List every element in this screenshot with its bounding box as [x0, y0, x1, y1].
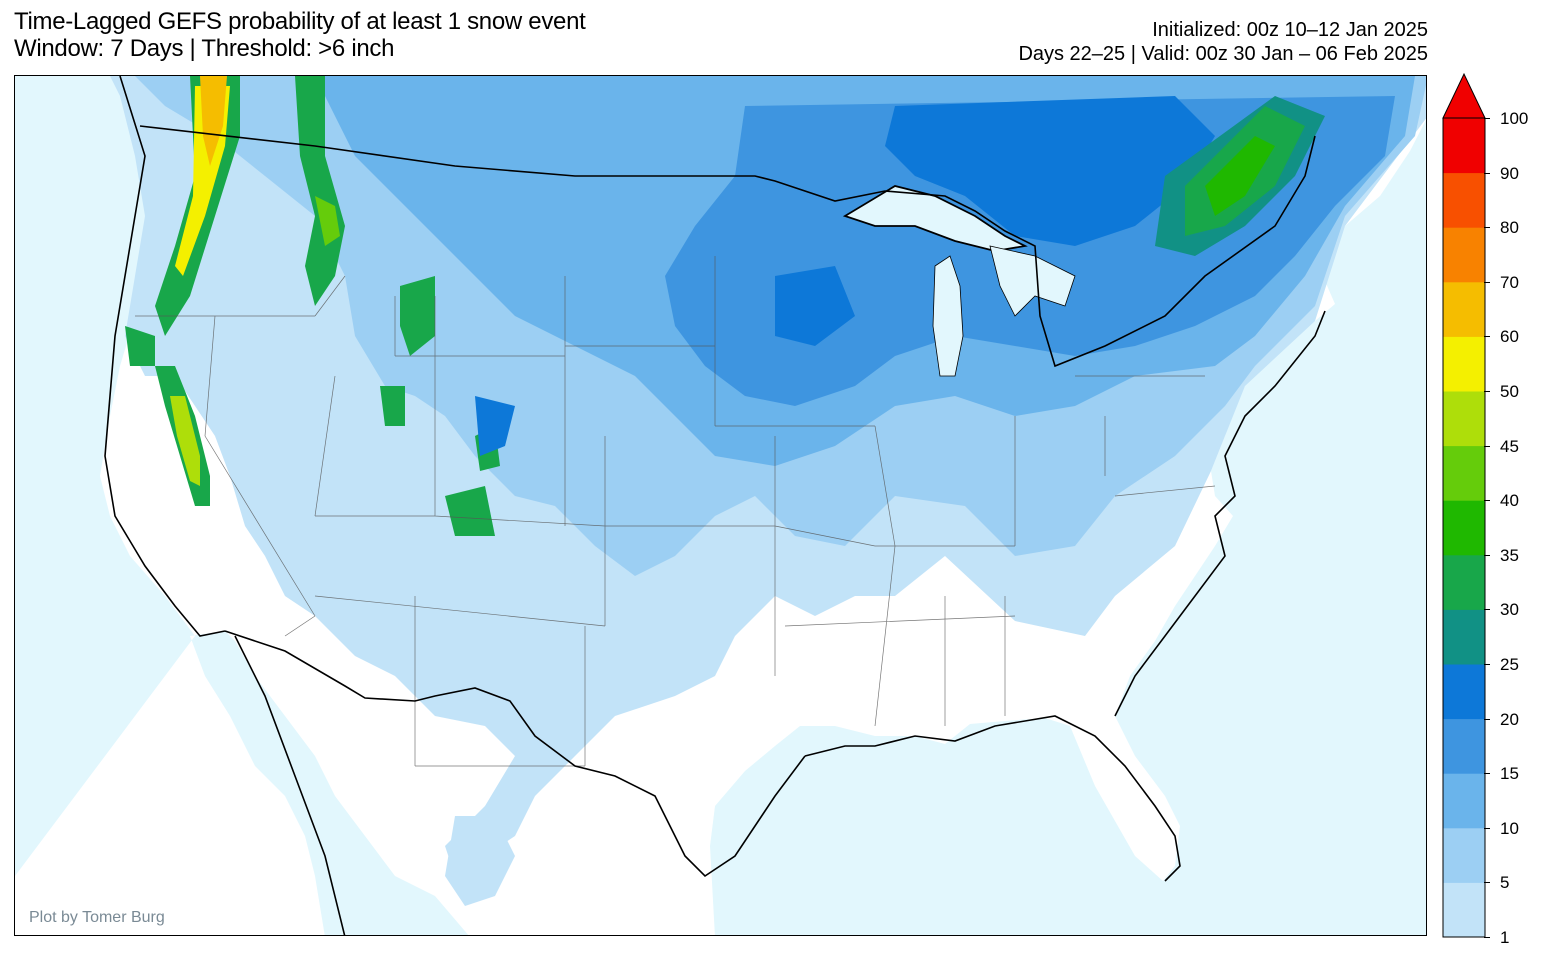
colorbar-label: 20 [1500, 709, 1519, 729]
colorbar-label: 40 [1500, 491, 1519, 511]
colorbar-label: 80 [1500, 218, 1519, 238]
colorbar-block [1443, 554, 1485, 610]
colorbar-block [1443, 391, 1485, 447]
colorbar: 1 5 10 15 20 25 30 35 40 45 50 60 70 80 90 100 [1441, 72, 1550, 946]
colorbar-label: 50 [1500, 382, 1519, 401]
colorbar-label: 10 [1500, 818, 1519, 838]
colorbar-tick [1484, 281, 1490, 283]
colorbar-tick [1484, 664, 1490, 665]
colorbar-tick [1484, 500, 1490, 502]
colorbar-block [1443, 118, 1485, 174]
plot-credit: Plot by Tomer Burg [29, 909, 165, 926]
colorbar-tick [1484, 172, 1490, 174]
colorbar-block [1443, 882, 1485, 938]
colorbar-tick [1484, 227, 1490, 229]
shade-30-wy [380, 386, 405, 426]
shade-40-id [315, 196, 340, 246]
colorbar-svg [1442, 72, 1486, 938]
colorbar-tick [1484, 773, 1490, 775]
snow-probability-shading [110, 76, 1426, 906]
state-borders [135, 256, 1216, 767]
colorbar-tick [1484, 445, 1490, 447]
colorbar-tick [1484, 827, 1490, 829]
colorbar-tick [1484, 391, 1490, 392]
colorbar-tick [1484, 118, 1490, 119]
colorbar-tick [1484, 882, 1490, 884]
colorbar-block [1443, 172, 1485, 228]
colorbar-label: 45 [1500, 436, 1519, 456]
colorbar-block [1443, 281, 1485, 337]
colorbar-label: 30 [1500, 600, 1519, 620]
colorbar-block [1443, 773, 1485, 829]
shade-45-sierra [170, 396, 200, 486]
title-block: Time-Lagged GEFS probability of at least… [14, 8, 586, 62]
colorbar-label: 35 [1500, 545, 1519, 565]
shade-1b [445, 816, 515, 906]
colorbar-tick [1484, 937, 1490, 938]
shade-20b [775, 266, 855, 346]
colorbar-block [1443, 664, 1485, 720]
colorbar-block [1443, 609, 1485, 665]
lake-huron [989, 245, 1076, 317]
colorbar-tick [1484, 718, 1490, 720]
colorbar-label: 100 [1500, 109, 1529, 128]
colorbar-label: 1 [1500, 928, 1510, 947]
shade-60-w [200, 76, 227, 166]
map-frame: Plot by Tomer Burg [14, 75, 1427, 936]
meta-block: Initialized: 00z 10–12 Jan 2025 Days 22–… [1018, 18, 1428, 66]
shade-30-mt [400, 276, 435, 356]
shade-20-co [475, 396, 515, 456]
lake-michigan [932, 255, 964, 377]
national-borders [104, 76, 1326, 935]
colorbar-tick [1484, 336, 1490, 338]
map-svg [15, 76, 1426, 935]
colorbar-block [1443, 336, 1485, 392]
colorbar-label: 60 [1500, 327, 1519, 347]
lake-superior [842, 185, 1028, 252]
colorbar-outline [1442, 117, 1486, 938]
chart-subtitle: Window: 7 Days | Threshold: >6 inch [14, 35, 395, 62]
colorbar-block [1443, 445, 1485, 501]
colorbar-label: 70 [1500, 272, 1519, 292]
chart-title: Time-Lagged GEFS probability of at least… [14, 8, 586, 35]
colorbar-label: 25 [1500, 655, 1519, 674]
colorbar-block [1443, 827, 1485, 883]
valid-text: Days 22–25 | Valid: 00z 30 Jan – 06 Feb … [1018, 43, 1428, 65]
colorbar-label: 90 [1500, 163, 1519, 183]
shade-20 [885, 96, 1215, 246]
colorbar-block [1443, 500, 1485, 556]
colorbar-tick [1484, 554, 1490, 556]
shade-30-co [445, 486, 495, 536]
colorbar-block [1443, 718, 1485, 774]
colorbar-extend-arrow [1442, 72, 1486, 119]
initialized-text: Initialized: 00z 10–12 Jan 2025 [1152, 19, 1428, 41]
shade-30-id [295, 76, 345, 306]
shade-30-nca [125, 326, 155, 366]
shade-35-ne [1205, 136, 1275, 216]
colorbar-tick [1484, 609, 1490, 611]
colorbar-label: 5 [1500, 873, 1510, 893]
colorbar-label: 15 [1500, 764, 1519, 784]
colorbar-block [1443, 227, 1485, 283]
